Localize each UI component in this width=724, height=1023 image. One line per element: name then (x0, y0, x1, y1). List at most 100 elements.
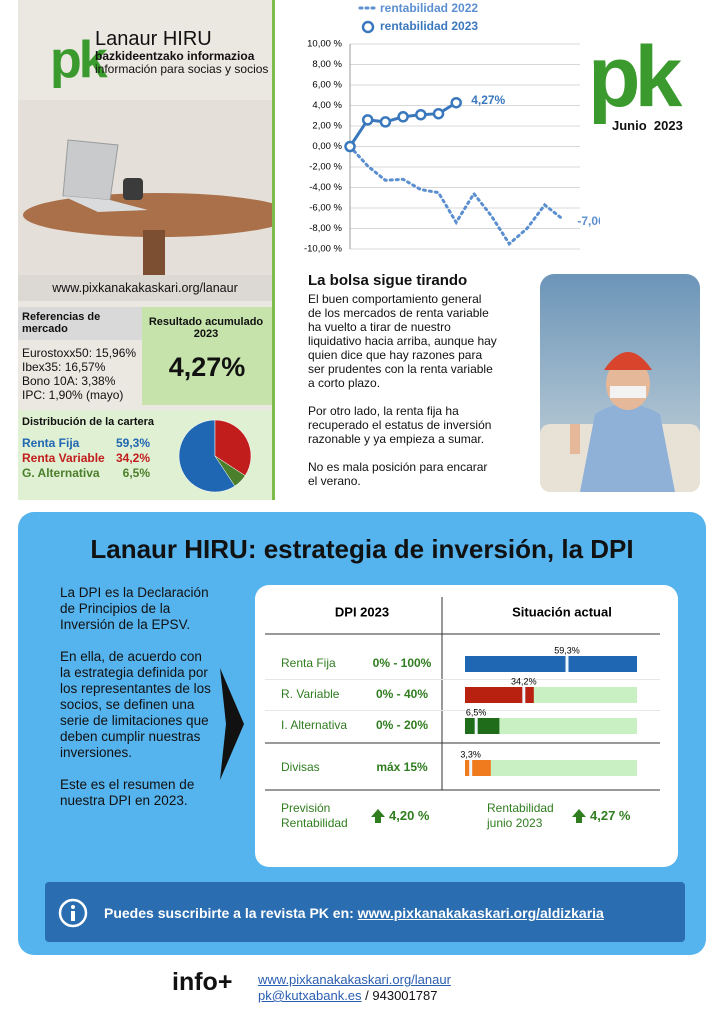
subtitle: información para socias y socios (95, 62, 269, 76)
market-header-box (18, 307, 142, 340)
paragraph: El buen comportamiento general de los me… (308, 292, 497, 390)
badge-logo: pk (588, 29, 682, 125)
bar-marker (469, 760, 473, 776)
legend-label: Renta Variable (22, 451, 105, 465)
market-header: Referencias de mercado (22, 311, 101, 335)
pie-legend: Renta Fija 59,3% Renta Variable 34,2% G. Alt… (22, 436, 150, 481)
up-arrow (572, 809, 586, 823)
footer-url[interactable]: www.pixkanakakaskari.org/lanaur (258, 972, 451, 987)
badge (580, 30, 690, 140)
y-tick-label: 4,00 % (312, 100, 342, 111)
row-label: R. Variable (281, 687, 340, 701)
footer-phone: / 943001787 (365, 988, 438, 1003)
column-header: DPI 2023 (335, 604, 389, 619)
y-tick-label: 2,00 % (312, 121, 342, 132)
footer-email[interactable]: pk@kutxabank.es (258, 988, 362, 1003)
article-title: La bolsa sigue tirando (308, 272, 468, 289)
paragraph: En ella, de acuerdo con la estrategia de… (60, 649, 211, 760)
y-tick-label: -4,00 % (309, 182, 342, 193)
bar-label: 3,3% (460, 749, 481, 759)
bar-limit (465, 656, 637, 672)
column-header: Situación actual (512, 604, 612, 619)
row-range: 0% - 100% (373, 656, 432, 670)
badge-date: Junio 2023 (612, 118, 683, 133)
actual-value: 4,27 % (590, 808, 631, 823)
bar-marker (474, 718, 478, 734)
photo-person (540, 274, 700, 492)
dpi-title: Lanaur HIRU: estrategia de inversión, la… (90, 534, 634, 564)
legend-row: Renta Variable 34,2% (22, 451, 150, 466)
banner-link[interactable]: www.pixkanakakaskari.org/aldizkaria (357, 905, 604, 921)
photo-laptop (18, 100, 272, 275)
market-item: Ibex35: 16,57% (22, 360, 106, 374)
pie-chart (178, 419, 252, 493)
up-arrow (371, 809, 385, 823)
bar-marker (522, 687, 526, 703)
series-point (344, 140, 356, 153)
legend-label: rentabilidad 2022 (380, 1, 478, 15)
footer-logo: info+ (172, 968, 233, 996)
result-value: 4,27% (168, 352, 246, 382)
y-tick-label: 8,00 % (312, 59, 342, 70)
data-label: 4,27% (471, 93, 505, 107)
y-tick-label: -8,00 % (309, 223, 342, 234)
row-range: 0% - 20% (376, 718, 428, 732)
legend-swatch (361, 20, 375, 34)
series-point (379, 116, 392, 128)
y-tick-label: -6,00 % (309, 203, 342, 214)
paragraph: No es mala posición para encarar el vera… (308, 460, 488, 488)
banner-label: Puedes suscribirte a la revista PK en: (104, 905, 354, 921)
y-tick-label: -10,00 % (304, 244, 343, 255)
paragraph: Por otro lado, la renta fija ha recupera… (308, 404, 492, 446)
line-chart: 10,00 % 8,00 % 6,00 % 4,00 % 2,00 % 0,00 % -2,… (304, 1, 600, 255)
row-label: I. Alternativa (281, 718, 347, 732)
market-item: Eurostoxx50: 15,96% (22, 346, 137, 360)
pie-slice (214, 455, 246, 487)
bar-track (465, 718, 637, 734)
dpi-text: La DPI es la Declaración de Principios d… (60, 585, 212, 809)
legend-label: G. Alternativa (22, 466, 100, 480)
series-line (348, 145, 564, 247)
bar-marker (565, 656, 569, 672)
paragraph: La DPI es la Declaración de Principios d… (60, 585, 209, 632)
bar-label: 59,3% (554, 645, 580, 655)
bar-limit (465, 718, 500, 734)
info-icon (58, 898, 88, 928)
banner-text: Puedes suscribirte a la revista PK en: w… (104, 905, 604, 921)
result-header: Resultado acumulado 2023 (148, 316, 264, 340)
market-list: Eurostoxx50: 15,96% Ibex35: 16,57% Bono … (22, 346, 136, 402)
row-label: Divisas (281, 760, 320, 774)
row-range: máx 15% (376, 760, 428, 774)
forecast-label: Previsión Rentabilidad (281, 801, 348, 830)
footer-contact: www.pixkanakakaskari.org/lanaur pk@kutxa… (258, 972, 451, 1004)
result-box (142, 307, 272, 405)
data-label: -7,06% (577, 214, 600, 228)
legend-value: 59,3% (115, 436, 150, 450)
bar-label: 34,2% (511, 676, 537, 686)
series-point (397, 111, 409, 123)
brand: Lanaur HIRU (95, 28, 212, 50)
bar-limit (465, 687, 534, 703)
series-point (415, 108, 427, 121)
article-body: El buen comportamiento general de los me… (308, 292, 498, 488)
series-point (361, 114, 374, 126)
legend-row: Renta Fija 59,3% (22, 436, 150, 451)
bar-label: 6,5% (466, 707, 487, 717)
y-tick-label: 6,00 % (312, 80, 342, 91)
logo: pk (50, 31, 108, 89)
legend-value: 6,5% (122, 466, 150, 480)
forecast-value: 4,20 % (389, 808, 430, 823)
series-point (450, 96, 462, 109)
banner (45, 882, 685, 942)
series-point (432, 107, 445, 120)
market-item: Bono 10A: 3,38% (22, 374, 116, 388)
y-tick-label: -2,00 % (309, 162, 342, 173)
market-item: IPC: 1,90% (mayo) (22, 388, 124, 402)
chevron (220, 668, 244, 780)
legend-row: G. Alternativa 6,5% (22, 466, 150, 481)
pie-title: Distribución de la cartera (22, 416, 155, 428)
actual-label: Rentabilidad junio 2023 (487, 801, 554, 830)
url[interactable]: www.pixkanakakaskari.org/lanaur (18, 275, 272, 301)
